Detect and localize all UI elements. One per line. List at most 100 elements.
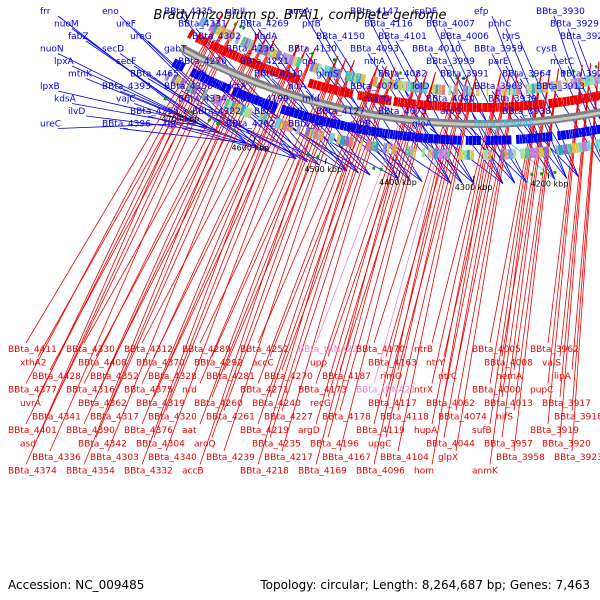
gene-block — [514, 101, 520, 111]
gene-block — [424, 83, 429, 94]
gene-block — [223, 28, 229, 39]
gene-block — [273, 67, 281, 78]
gene-block — [164, 70, 170, 81]
gene-block — [565, 129, 570, 140]
gene-connector — [153, 47, 308, 357]
figure-title: Bradyrhizobium sp. BTAi1, complete genom… — [153, 8, 447, 23]
gene-block — [431, 84, 436, 95]
gene-block — [532, 100, 536, 110]
gene-block — [540, 132, 543, 143]
gene-block — [386, 143, 391, 154]
rrna-marker — [238, 24, 243, 29]
gene-block — [399, 97, 405, 108]
gene-label: BBta_4317 — [90, 413, 139, 423]
gene-block — [560, 130, 567, 140]
gene-block — [393, 96, 399, 107]
gene-label: BBta_4062 — [426, 399, 475, 409]
gene-block — [231, 102, 238, 113]
gene-block — [500, 85, 505, 96]
gene-block — [339, 120, 346, 131]
gene-block — [515, 134, 520, 144]
gene-block — [525, 134, 528, 144]
gene-label: BBta_tRNA21 — [356, 386, 416, 396]
gene-label: BBta_4281 — [206, 372, 255, 382]
gene-label: BBta_3928 — [560, 32, 600, 42]
gene-label: BBta_4411 — [8, 345, 57, 355]
gene-block — [365, 92, 370, 102]
gene-block — [527, 83, 532, 95]
gene-label: BBta_4127 — [316, 107, 365, 117]
gene-label: aat — [182, 426, 197, 436]
gene-connector — [209, 115, 320, 166]
gene-label: BBta_3957 — [484, 440, 533, 450]
gene-block — [440, 134, 446, 145]
gene-block — [506, 85, 509, 96]
gene-label: BBta_4408 — [78, 359, 127, 369]
gene-block — [457, 135, 462, 145]
gene-block — [312, 62, 318, 73]
gene-block — [287, 72, 294, 82]
rrna-marker — [563, 70, 566, 74]
gene-label: BBta_3959 — [474, 45, 523, 55]
gene-block — [216, 44, 225, 55]
gc-content-track — [179, 44, 600, 128]
gene-block — [585, 126, 591, 137]
gene-label: BBta_4074 — [438, 413, 487, 423]
gene-block — [527, 133, 533, 144]
forward-cog-track — [164, 70, 600, 160]
gene-block — [200, 36, 206, 46]
gene-block — [373, 93, 380, 104]
gene-label: ispDF — [412, 7, 437, 17]
rrna-marker — [306, 152, 310, 157]
gene-block — [512, 149, 517, 160]
gene-block — [283, 105, 291, 116]
gene-block — [414, 82, 420, 93]
gene-block — [542, 132, 546, 142]
gene-label: qor — [302, 57, 317, 67]
gene-block — [197, 71, 204, 81]
gene-block — [579, 76, 586, 88]
gene-block — [320, 82, 326, 92]
gene-label: BBta_4352 — [90, 372, 139, 382]
gene-block — [595, 73, 600, 85]
gene-block — [488, 102, 493, 112]
gene-block — [316, 129, 321, 140]
gene-block — [274, 50, 283, 61]
gene-block — [343, 87, 351, 98]
gene-label: BBta_3964 — [502, 70, 551, 80]
gene-block — [486, 85, 489, 96]
gene-block — [333, 85, 340, 96]
gene-block — [214, 43, 221, 53]
gene-block — [165, 71, 173, 82]
gene-block — [239, 36, 247, 47]
gene-block — [379, 94, 385, 105]
gene-block — [295, 124, 302, 135]
gene-block — [335, 119, 341, 130]
gene-label: hupA — [414, 426, 438, 436]
gene-label: BBta_4396 — [102, 120, 151, 130]
gene-block — [500, 149, 505, 160]
gene-label: lpxA — [54, 57, 75, 67]
gene-label: glmS — [316, 70, 339, 80]
gene-block — [543, 146, 550, 157]
gene-block — [224, 29, 233, 41]
gene-block — [538, 99, 544, 110]
gene-block — [577, 94, 583, 104]
gene-block — [402, 80, 407, 92]
gene-block — [409, 146, 415, 157]
gene-block — [510, 102, 515, 112]
gene-block — [445, 135, 451, 145]
gene-connector — [455, 72, 519, 411]
gene-label: BBta_4117 — [368, 399, 417, 409]
gene-label: nuoN — [40, 45, 64, 55]
gene-connector — [181, 128, 297, 160]
gene-block — [512, 84, 517, 96]
gene-label: secF — [116, 57, 136, 67]
gene-block — [549, 81, 555, 92]
gene-block — [534, 83, 538, 94]
gene-block — [462, 85, 466, 96]
rrna-marker — [163, 96, 168, 101]
gene-label: BBta_4173 — [298, 386, 347, 396]
gene-label: BBta_3991 — [440, 70, 489, 80]
